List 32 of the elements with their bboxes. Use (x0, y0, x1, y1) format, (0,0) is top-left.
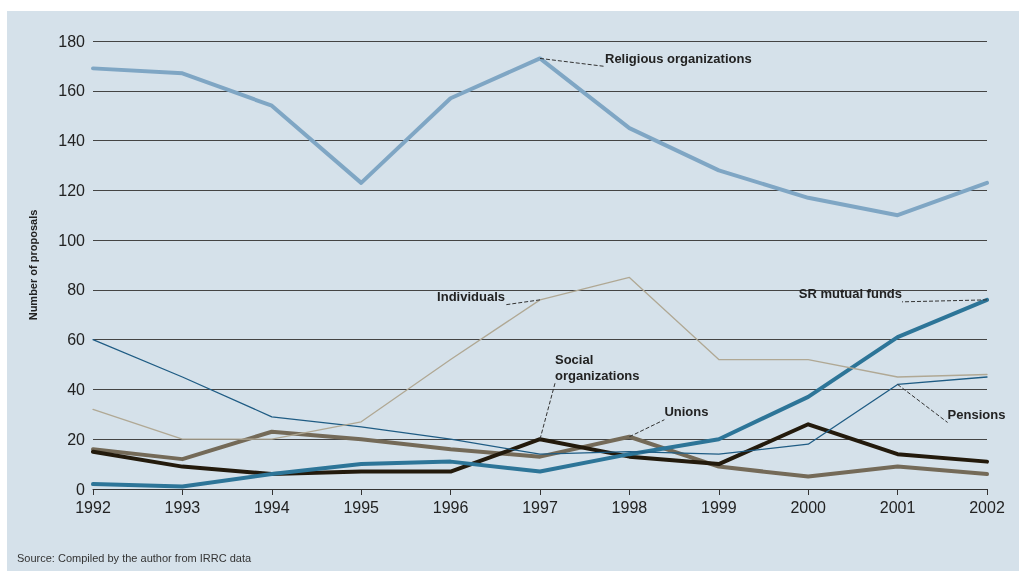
y-tick-label: 40 (67, 380, 86, 398)
y-tick-label: 80 (67, 281, 86, 299)
y-tick-label: 100 (58, 231, 86, 249)
text: Unions (664, 404, 709, 420)
y-tick-label: 180 (58, 32, 86, 50)
x-tick-label: 2000 (790, 498, 827, 516)
y-tick-label: 60 (67, 331, 86, 349)
line-series (91, 429, 989, 479)
y-axis-title: Number of proposals (26, 209, 39, 321)
y-tick-label: 140 (58, 132, 86, 150)
line-series (91, 422, 989, 477)
x-tick-label: 1992 (75, 498, 111, 516)
text: Social organizations (555, 351, 640, 383)
x-tick-label: 1997 (522, 498, 558, 516)
text: Pensions (947, 406, 1006, 422)
series-label: Individuals (437, 289, 505, 305)
x-tick-label: 1996 (432, 498, 469, 516)
source-note: Source: Compiled by the author from IRRC data (17, 551, 253, 564)
x-tick-label: 1993 (164, 498, 201, 516)
y-tick-label: 20 (67, 430, 86, 448)
y-tick-label: 0 (76, 480, 86, 498)
x-tick-label: 1994 (254, 498, 290, 516)
x-tick-label: 1999 (701, 498, 737, 516)
y-tick-label: 120 (58, 181, 86, 199)
x-tick-label: 1998 (611, 498, 648, 516)
x-tick-label: 2001 (879, 498, 916, 516)
x-tick-label: 2002 (969, 498, 1005, 516)
x-tick-label: 1995 (343, 498, 380, 516)
line-series (91, 56, 989, 218)
text: Religious organizations (605, 50, 752, 66)
text: SR mutual funds (798, 286, 902, 302)
y-tick-label: 160 (58, 82, 86, 100)
